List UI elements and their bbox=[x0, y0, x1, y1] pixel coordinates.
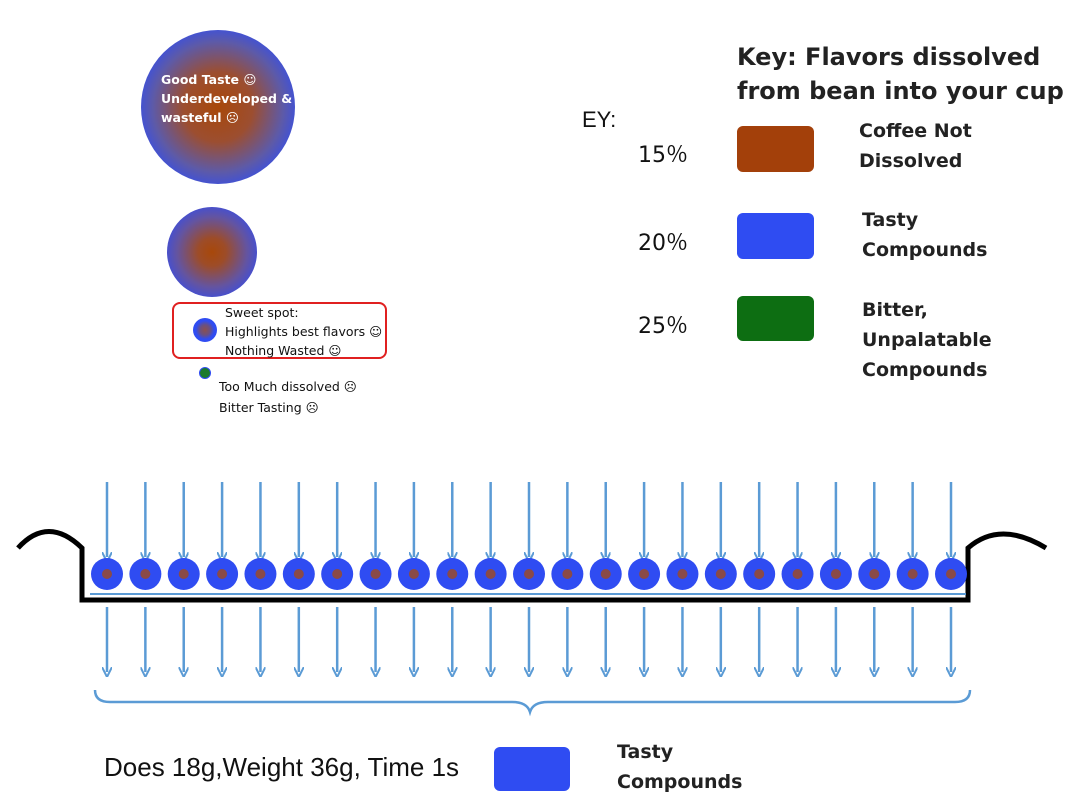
puck-particle-core bbox=[524, 569, 534, 579]
key-row1-line1: Coffee Not bbox=[859, 120, 972, 142]
water-inflow-arrows bbox=[107, 482, 951, 557]
key-row1-line2: Dissolved bbox=[859, 150, 963, 172]
big-label-line-1: Good Taste ☺ bbox=[161, 72, 257, 87]
puck-particle-core bbox=[140, 569, 151, 579]
puck-particle-core bbox=[370, 569, 381, 579]
puck-particle-core bbox=[830, 569, 841, 579]
puck-particle-core bbox=[754, 569, 765, 579]
key-row3-line2: Unpalatable bbox=[862, 329, 992, 351]
toomuch-line-1: Too Much dissolved ☹ bbox=[219, 379, 357, 394]
ey-15-percent: 15％ bbox=[638, 143, 688, 168]
key-title-line-1: Key: Flavors dissolved bbox=[737, 43, 1041, 71]
puck-particle-core bbox=[485, 569, 496, 579]
output-brace bbox=[93, 689, 972, 717]
bitter-swatch bbox=[737, 296, 814, 341]
sweet-spot-particle bbox=[193, 318, 217, 342]
puck-particle-core bbox=[332, 569, 343, 579]
not-dissolved-label: Coffee Not Dissolved bbox=[859, 116, 972, 176]
bitter-label: Bitter, Unpalatable Compounds bbox=[862, 295, 992, 385]
portafilter-basket bbox=[16, 529, 1048, 603]
extraction-outflow-arrows bbox=[107, 607, 951, 672]
result-line-1: Tasty bbox=[617, 741, 674, 763]
sweet-spot-label: Sweet spot: Highlights best flavors ☺ No… bbox=[225, 303, 382, 360]
puck-particles bbox=[91, 558, 967, 590]
ey-25-percent: 25％ bbox=[638, 314, 688, 339]
puck-particle-core bbox=[217, 569, 228, 579]
puck-particle-core bbox=[792, 569, 803, 579]
key-row3-line1: Bitter, bbox=[862, 299, 928, 321]
ey-20-percent: 20％ bbox=[638, 231, 688, 256]
underdeveloped-particle bbox=[141, 30, 295, 184]
key-title-line-2: from bean into your cup bbox=[737, 77, 1064, 105]
puck-particle-core bbox=[869, 569, 880, 579]
key-row3-line3: Compounds bbox=[862, 359, 988, 381]
puck-particle-core bbox=[677, 569, 688, 579]
ey-label: EY: bbox=[582, 107, 617, 132]
result-label: Tasty Compounds bbox=[617, 737, 742, 797]
underdeveloped-label: Good Taste ☺ Underdeveloped & wasteful ☹ bbox=[161, 70, 301, 127]
puck-particle-core bbox=[946, 569, 956, 579]
puck-particle-core bbox=[600, 569, 611, 579]
puck-particle-core bbox=[408, 569, 419, 579]
puck-particle-core bbox=[178, 569, 189, 579]
over-extracted-particle bbox=[199, 367, 211, 379]
sweet-line-3: Nothing Wasted ☺ bbox=[225, 343, 342, 358]
big-label-line-2: Underdeveloped & bbox=[161, 91, 293, 106]
sweet-line-1: Sweet spot: bbox=[225, 305, 299, 320]
puck-particle-core bbox=[102, 569, 112, 579]
puck-particle-core bbox=[447, 569, 458, 579]
tasty-swatch bbox=[737, 213, 814, 259]
puck-particle-core bbox=[907, 569, 918, 579]
result-line-2: Compounds bbox=[617, 771, 743, 793]
tasty-label: Tasty Compounds bbox=[862, 205, 987, 265]
toomuch-line-2: Bitter Tasting ☹ bbox=[219, 400, 319, 415]
brew-parameters: Does 18g,Weight 36g, Time 1s bbox=[104, 752, 460, 782]
over-extracted-label: Too Much dissolved ☹ Bitter Tasting ☹ bbox=[219, 376, 357, 418]
big-label-line-3: wasteful ☹ bbox=[161, 110, 239, 125]
puck-particle-core bbox=[255, 569, 266, 579]
sweet-spot-highlight-box bbox=[172, 302, 387, 359]
key-row2-line1: Tasty bbox=[862, 209, 919, 231]
puck-particle-core bbox=[293, 569, 304, 579]
not-dissolved-swatch bbox=[737, 126, 814, 172]
result-swatch bbox=[494, 747, 570, 791]
key-title: Key: Flavors dissolved from bean into yo… bbox=[737, 40, 1064, 108]
puck-particle-core bbox=[715, 569, 726, 579]
puck-particle-core bbox=[562, 569, 573, 579]
key-row2-line2: Compounds bbox=[862, 239, 988, 261]
sweet-line-2: Highlights best flavors ☺ bbox=[225, 324, 383, 339]
puck-particle-core bbox=[639, 569, 650, 579]
partially-extracted-particle bbox=[167, 207, 257, 297]
